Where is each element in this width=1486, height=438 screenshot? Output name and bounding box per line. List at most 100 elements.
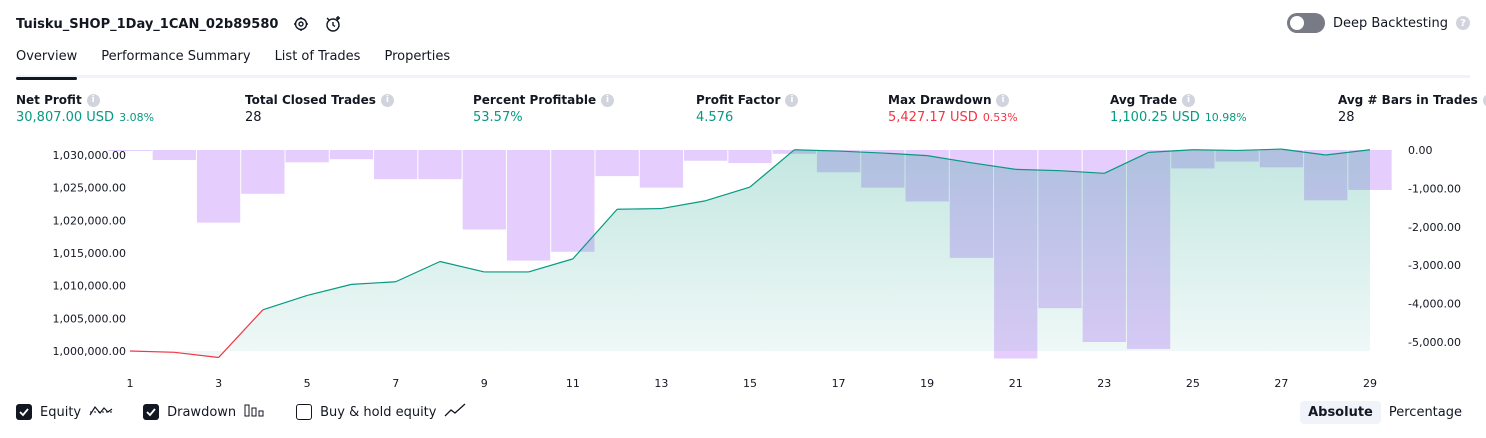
info-icon[interactable]: i	[601, 93, 615, 107]
tab-overview[interactable]: Overview	[16, 47, 78, 80]
equity-line-segment	[174, 351, 219, 359]
metric-percent-profitable: Percent Profitable i 53.57%	[473, 93, 615, 125]
drawdown-bar	[196, 150, 241, 223]
equity-line-segment	[705, 186, 751, 202]
tab-performance-summary[interactable]: Performance Summary	[101, 49, 251, 64]
settings-gear-icon[interactable]	[292, 15, 310, 33]
metric-label: Total Closed Trades	[245, 93, 376, 107]
x-tick-label: 23	[1097, 377, 1111, 390]
metric-value: 5,427.17 USD	[888, 110, 978, 125]
equity-line-segment	[794, 149, 839, 152]
equity-line-segment	[927, 155, 972, 164]
deep-backtesting-toggle[interactable]	[1286, 13, 1325, 33]
drawdown-bar	[374, 150, 418, 180]
equity-line-segment	[1104, 151, 1149, 174]
drawdown-bar	[551, 150, 595, 252]
tab-list-of-trades[interactable]: List of Trades	[274, 49, 361, 64]
metric-profit-factor: Profit Factor i 4.576	[696, 93, 799, 125]
x-tick-label: 11	[566, 377, 580, 390]
y-left-tick-label: 1,020,000.00	[53, 214, 126, 227]
y-left-tick-label: 1,025,000.00	[53, 182, 126, 195]
drawdown-bar	[684, 150, 728, 161]
equity-line-segment	[749, 149, 795, 188]
metric-avg-trade: Avg Trade i 1,100.25 USD 10.98%	[1110, 93, 1247, 125]
drawdown-bars-icon	[244, 403, 266, 421]
equity-line-segment	[262, 294, 308, 311]
equity-line-segment	[129, 350, 175, 353]
metric-value: 28	[1338, 110, 1355, 125]
equity-line-segment	[351, 281, 396, 285]
x-tick-label: 21	[1009, 377, 1023, 390]
chart-legend: Equity Drawdown Buy & hold equity	[16, 403, 498, 421]
info-icon[interactable]: i	[1182, 93, 1196, 107]
x-tick-label: 27	[1274, 377, 1288, 390]
y-left-tick-label: 1,015,000.00	[53, 247, 126, 260]
legend-equity[interactable]: Equity	[16, 403, 113, 421]
equity-line-segment	[218, 309, 264, 358]
equity-line-segment	[661, 200, 706, 210]
equity-line-segment	[528, 258, 574, 273]
equity-line-segment	[439, 260, 485, 273]
buy-hold-checkbox[interactable]	[296, 404, 313, 420]
legend-label: Buy & hold equity	[320, 404, 437, 420]
x-tick-label: 17	[832, 377, 846, 390]
drawdown-bar	[108, 150, 152, 151]
x-tick-label: 13	[654, 377, 668, 390]
drawdown-bar	[285, 150, 329, 163]
equity-line-segment	[306, 283, 352, 297]
help-icon[interactable]: ?	[1456, 16, 1470, 30]
drawdown-bar	[506, 150, 551, 261]
add-alert-icon[interactable]	[324, 15, 342, 33]
info-icon[interactable]: i	[1482, 93, 1486, 107]
drawdown-checkbox[interactable]	[143, 404, 160, 420]
absolute-button[interactable]: Absolute	[1300, 401, 1381, 424]
y-left-tick-label: 1,010,000.00	[53, 280, 126, 293]
equity-area	[130, 149, 1370, 358]
x-tick-label: 1	[127, 377, 134, 390]
equity-line-segment	[1148, 149, 1193, 153]
drawdown-bar	[462, 150, 506, 230]
info-icon[interactable]: i	[996, 93, 1010, 107]
metric-label: Percent Profitable	[473, 93, 597, 107]
metric-value: 30,807.00 USD	[16, 110, 115, 125]
scale-toggle: Absolute Percentage	[1300, 401, 1470, 424]
y-right-tick-label: -1,000.00	[1408, 182, 1461, 195]
x-tick-label: 19	[920, 377, 934, 390]
metric-label: Avg Trade	[1110, 93, 1178, 107]
info-icon[interactable]: i	[86, 93, 100, 107]
y-right-tick-label: -3,000.00	[1408, 259, 1461, 272]
y-right-tick-label: -4,000.00	[1408, 298, 1461, 311]
equity-line-segment	[882, 152, 928, 157]
metric-label: Net Profit	[16, 93, 82, 107]
equity-line-segment	[1015, 168, 1061, 172]
y-right-tick-label: -5,000.00	[1408, 336, 1461, 349]
legend-drawdown[interactable]: Drawdown	[143, 403, 266, 421]
equity-line-segment	[617, 207, 662, 210]
equity-line-segment	[572, 208, 618, 260]
metric-label: Max Drawdown	[888, 93, 992, 107]
drawdown-bar	[152, 150, 196, 160]
metric-max-drawdown: Max Drawdown i 5,427.17 USD 0.53%	[888, 93, 1018, 125]
x-tick-label: 3	[215, 377, 222, 390]
percentage-button[interactable]: Percentage	[1388, 405, 1462, 420]
buy-hold-line-icon	[444, 403, 468, 421]
x-tick-label: 9	[481, 377, 488, 390]
drawdown-bar	[728, 150, 772, 164]
drawdown-bar	[639, 150, 684, 188]
x-tick-label: 15	[743, 377, 757, 390]
info-icon[interactable]: i	[785, 93, 799, 107]
tab-properties[interactable]: Properties	[384, 49, 451, 64]
x-tick-label: 5	[304, 377, 311, 390]
metric-value: 53.57%	[473, 110, 523, 125]
metric-value: 1,100.25 USD	[1110, 110, 1200, 125]
strategy-title: Tuisku_SHOP_1Day_1CAN_02b89580	[16, 16, 279, 32]
drawdown-bar	[329, 150, 374, 160]
drawdown-bar	[241, 150, 285, 194]
info-icon[interactable]: i	[380, 93, 394, 107]
equity-line-segment	[1059, 170, 1105, 174]
legend-buy-hold[interactable]: Buy & hold equity	[296, 403, 468, 421]
y-right-tick-label: -2,000.00	[1408, 221, 1461, 234]
equity-checkbox[interactable]	[16, 404, 32, 420]
metric-percent: 3.08%	[119, 111, 155, 124]
equity-line-segment	[838, 150, 883, 154]
